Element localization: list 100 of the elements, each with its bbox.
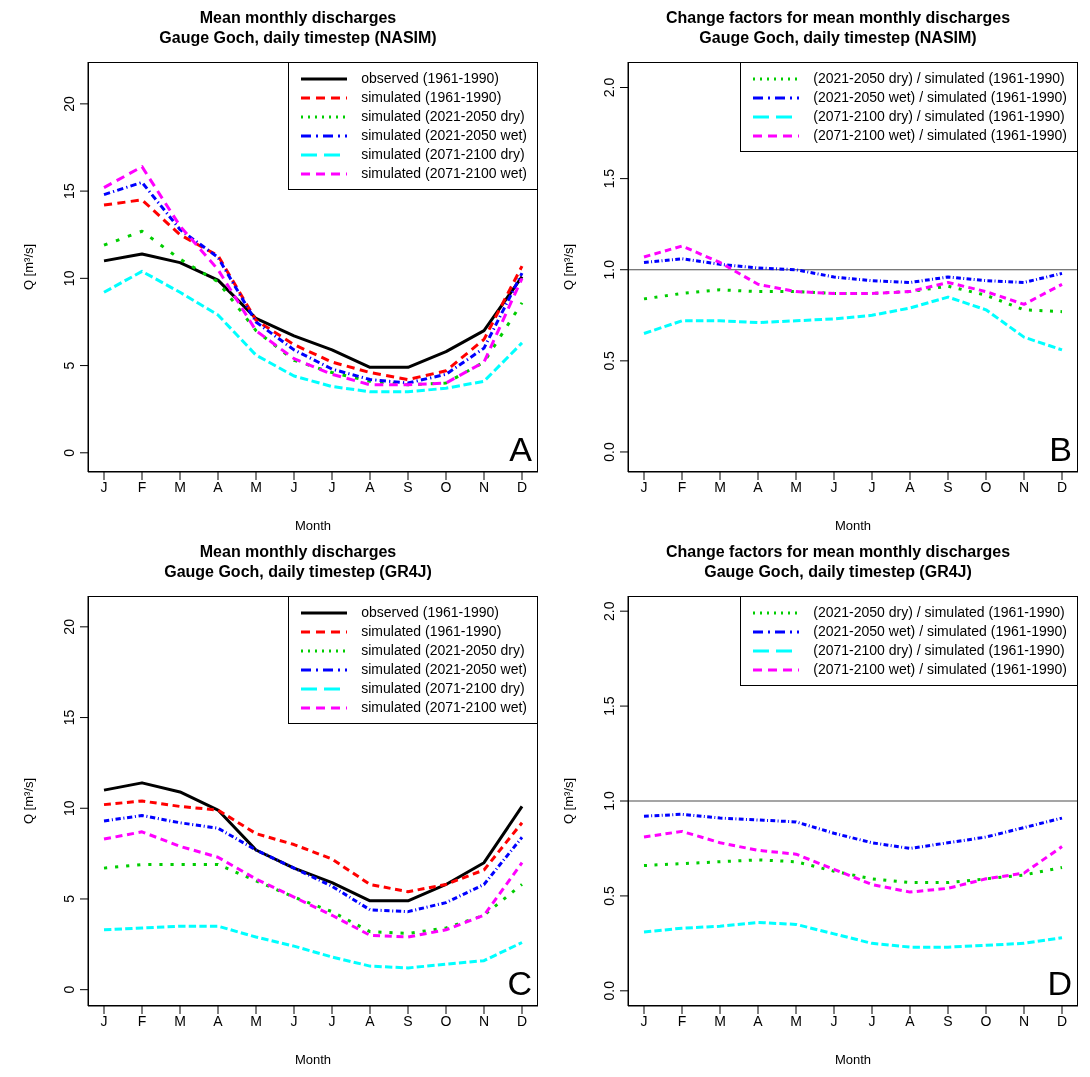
y-tick-label: 0 (61, 448, 77, 457)
x-tick-label: F (677, 478, 687, 495)
y-tick-label: 1.5 (601, 168, 617, 189)
legend-label: simulated (2071-2100 dry) (361, 679, 525, 698)
chart-subtitle: Gauge Goch, daily timestep (GR4J) (163, 562, 433, 582)
y-tick-label: 5 (61, 894, 77, 903)
y-tick-label: 2.0 (601, 77, 617, 98)
x-tick-label: F (137, 1012, 147, 1029)
y-tick-label: 2.0 (601, 601, 617, 621)
annotation: A (509, 430, 532, 468)
chart-subtitle: Gauge Goch, daily timestep (NASIM) (698, 28, 978, 48)
x-tick-label: J (830, 1012, 838, 1029)
legend-label: simulated (2071-2100 wet) (361, 698, 527, 717)
x-axis-title: Month (834, 518, 872, 533)
x-tick-label: J (100, 478, 108, 495)
legend-label: (2071-2100 dry) / simulated (1961-1990) (813, 641, 1065, 660)
legend-label: simulated (2071-2100 wet) (361, 164, 527, 183)
x-tick-label: J (868, 1012, 876, 1029)
x-tick-label: S (403, 1012, 413, 1029)
y-tick-label: 20 (61, 618, 77, 635)
x-tick-label: D (1056, 1012, 1068, 1029)
x-tick-label: J (290, 478, 298, 495)
y-tick-label: 0 (61, 985, 77, 994)
y-tick-label: 1.0 (601, 791, 617, 811)
y-tick-label: 5 (61, 361, 77, 370)
x-tick-label: S (943, 478, 953, 495)
chart-title: Change factors for mean monthly discharges (664, 8, 1012, 28)
legend-label: (2071-2100 dry) / simulated (1961-1990) (813, 107, 1065, 126)
line-series (102, 799, 524, 894)
line-series (102, 814, 524, 914)
x-tick-label: O (440, 478, 452, 495)
x-tick-label: A (753, 1012, 764, 1029)
y-tick-label: 15 (61, 183, 77, 199)
annotation: B (1049, 430, 1072, 468)
x-tick-label: J (290, 1012, 298, 1029)
x-tick-label: O (440, 1012, 452, 1029)
y-tick-label: 0.5 (601, 885, 617, 906)
chart-title: Mean monthly discharges (198, 8, 398, 28)
chart-title: Mean monthly discharges (198, 542, 398, 562)
legend-label: simulated (2021-2050 dry) (361, 641, 525, 660)
x-tick-label: M (250, 1012, 262, 1029)
x-axis-title: Month (834, 1052, 872, 1067)
y-tick-label: 1.5 (601, 696, 617, 716)
legend-label: (2021-2050 wet) / simulated (1961-1990) (813, 88, 1067, 107)
x-tick-label: M (250, 478, 262, 495)
x-tick-label: D (1056, 478, 1068, 495)
x-tick-label: A (905, 478, 916, 495)
y-tick-label: 15 (61, 709, 77, 726)
y-tick-label: 10 (61, 800, 77, 817)
line-series (102, 863, 524, 935)
y-axis-title: Q [m³/s] (560, 243, 576, 291)
line-series (642, 812, 1064, 850)
x-tick-label: N (1018, 478, 1030, 495)
y-tick-label: 1.0 (601, 259, 617, 280)
x-tick-label: A (905, 1012, 916, 1029)
x-tick-label: J (328, 1012, 336, 1029)
y-tick-label: 10 (61, 270, 77, 287)
legend-label: simulated (2021-2050 wet) (361, 660, 527, 679)
x-tick-label: M (790, 478, 802, 495)
x-tick-label: F (677, 1012, 687, 1029)
x-tick-label: O (980, 478, 992, 495)
y-tick-label: 0.0 (601, 980, 617, 1001)
line-series (102, 830, 524, 939)
legend-label: (2021-2050 dry) / simulated (1961-1990) (813, 69, 1065, 88)
annotation: D (1047, 964, 1072, 1002)
x-tick-label: N (478, 478, 490, 495)
x-tick-label: M (174, 478, 186, 495)
legend-label: (2071-2100 wet) / simulated (1961-1990) (813, 660, 1067, 679)
annotation: C (507, 964, 532, 1002)
x-tick-label: O (980, 1012, 992, 1029)
x-tick-label: D (516, 478, 528, 495)
legend-label: simulated (2021-2050 dry) (361, 107, 525, 126)
legend-label: simulated (2071-2100 dry) (361, 145, 525, 164)
x-tick-label: J (640, 1012, 648, 1029)
line-series (102, 229, 524, 387)
legend-label: (2021-2050 dry) / simulated (1961-1990) (813, 603, 1065, 622)
legend-label: simulated (1961-1990) (361, 622, 502, 641)
x-tick-label: S (403, 478, 413, 495)
x-tick-label: J (640, 478, 648, 495)
y-axis-title: Q [m³/s] (560, 777, 576, 825)
x-tick-label: N (1018, 1012, 1030, 1029)
y-tick-label: 0.0 (601, 442, 617, 462)
line-series (642, 858, 1064, 885)
legend-label: observed (1961-1990) (361, 69, 499, 88)
x-tick-label: J (100, 1012, 108, 1029)
x-tick-label: S (943, 1012, 953, 1029)
line-series (642, 244, 1064, 306)
x-axis-title: Month (294, 1052, 332, 1067)
x-tick-label: D (516, 1012, 528, 1029)
x-tick-label: J (830, 478, 838, 495)
line-series (102, 269, 524, 394)
legend-label: observed (1961-1990) (361, 603, 499, 622)
x-tick-label: M (714, 1012, 726, 1029)
line-series (642, 920, 1064, 949)
y-tick-label: 0.5 (601, 350, 617, 371)
y-tick-label: 20 (61, 95, 77, 112)
chart-title: Change factors for mean monthly discharges (664, 542, 1012, 562)
line-series (642, 829, 1064, 894)
x-tick-label: J (868, 478, 876, 495)
line-series (102, 924, 524, 970)
